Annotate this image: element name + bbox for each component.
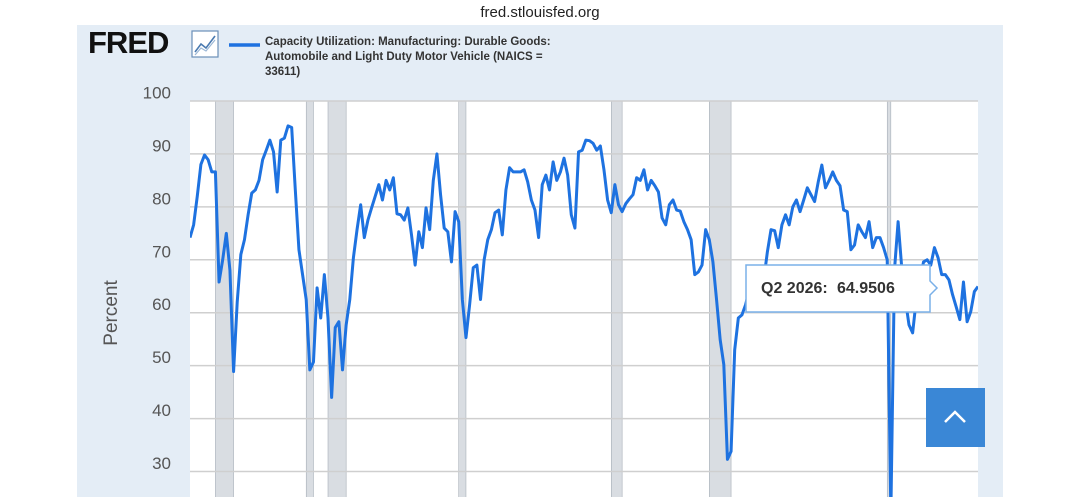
address-bar [0,0,1080,25]
y-tick-label: 50 [152,348,171,367]
tooltip-label: Q2 2026: [761,280,828,297]
data-line [190,124,978,497]
legend-entry: Capacity Utilization: Manufacturing: Dur… [265,36,551,78]
legend-swatch [229,43,260,47]
tooltip-value: 64.9506 [837,280,895,297]
y-tick-label: 60 [152,295,171,314]
scroll-top-button[interactable] [926,388,985,447]
recession-band [327,100,347,497]
url: fred.stlouisfed.org [480,4,599,21]
y-tick-label: 90 [152,136,171,155]
y-tick-label: 70 [152,242,171,261]
tooltip: Q2 2026: 64.9506 [745,264,939,313]
y-tick-label: 30 [152,454,171,473]
y-axis-label: Percent [101,280,122,346]
recession-band [610,100,623,497]
logo: FRED [88,25,169,60]
logo-icon [191,30,219,58]
y-tick-label: 80 [152,189,171,208]
y-tick-label: 100 [143,83,171,102]
y-tick-label: 40 [152,401,171,420]
